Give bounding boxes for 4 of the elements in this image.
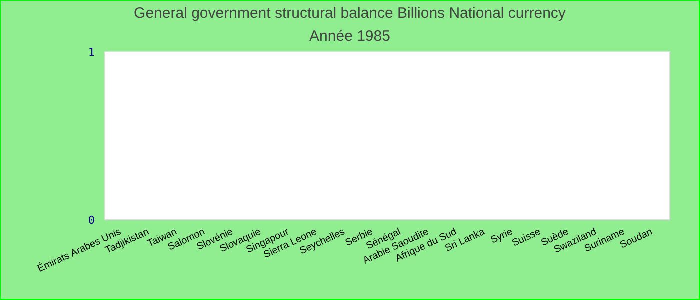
chart-title: General government structural balance Billions National currency [134, 5, 566, 22]
y-tick-label: 1 [88, 46, 95, 59]
y-tick-label: 0 [88, 214, 95, 227]
chart-subtitle: Année 1985 [310, 28, 390, 45]
